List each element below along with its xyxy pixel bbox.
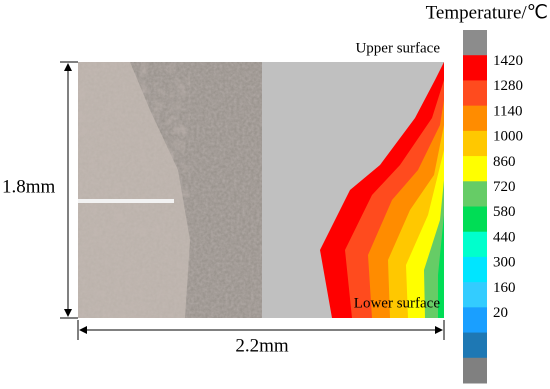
micrograph (78, 62, 262, 318)
colorbar-segment (463, 156, 487, 182)
colorbar-segment (463, 332, 487, 359)
colorbar-label: 300 (493, 255, 516, 271)
colorbar-title: Temperature/℃ (426, 2, 548, 23)
colorbar-label: 1140 (493, 103, 522, 119)
colorbar-segment (463, 282, 487, 308)
colorbar-label: 1280 (493, 78, 523, 94)
colorbar-segment (463, 105, 487, 132)
colorbar-label: 440 (493, 229, 516, 245)
colorbar-segment (463, 231, 487, 258)
colorbar-segment (463, 256, 487, 283)
temperature-contour (262, 62, 444, 318)
colorbar-label: 1420 (493, 53, 523, 69)
colorbar-segment (463, 130, 487, 157)
upper-label: Upper surface (355, 40, 440, 56)
colorbar-label: 720 (493, 179, 516, 195)
colorbar-label: 860 (493, 154, 516, 170)
dimensions (60, 61, 445, 340)
colorbar-segment (463, 206, 487, 233)
colorbar-segment (463, 80, 487, 107)
colorbar-segment (463, 55, 487, 81)
colorbar-label: 580 (493, 204, 516, 220)
colorbar-segment (463, 357, 487, 384)
colorbar-segment (463, 30, 487, 56)
colorbar-segment (463, 307, 487, 334)
height-label: 1.8mm (2, 176, 56, 197)
colorbar-label: 160 (493, 280, 516, 296)
colorbar: 1420 1280 1140 1000 860 720 580 440 300 160 20 (463, 30, 523, 384)
width-label: 2.2mm (235, 335, 289, 356)
colorbar-label: 1000 (493, 129, 523, 145)
lower-label: Lower surface (354, 295, 441, 311)
colorbar-label: 20 (493, 305, 508, 321)
colorbar-segment (463, 181, 487, 207)
